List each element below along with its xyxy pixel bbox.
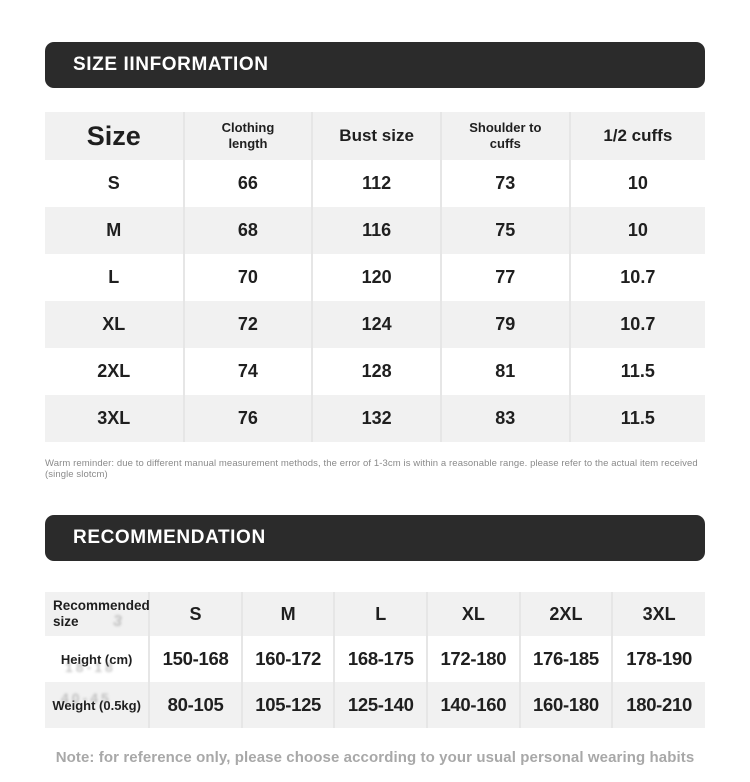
measurement-value: 75 <box>439 207 570 254</box>
recommendation-header-row: Recommended size 3 S M L XL 2XL 3XL <box>45 592 705 636</box>
size-label: 2XL <box>97 361 131 381</box>
col-header-2xl: 2XL <box>518 592 613 636</box>
size-label: S <box>107 173 120 193</box>
recommendation-title: RECOMMENDATION <box>73 527 266 548</box>
size-information-title: SIZE IINFORMATION <box>73 54 269 75</box>
measurement-value: 77 <box>439 254 570 301</box>
size-row-s: S 66 112 73 10 <box>45 160 705 207</box>
size-row-l: L 70 120 77 10.7 <box>45 254 705 301</box>
weight-range: 180-210 <box>611 682 705 728</box>
weight-range: 105-125 <box>240 682 335 728</box>
col-header-clothing-length: Clothing length <box>182 112 313 160</box>
measurement-value: 72 <box>182 301 313 348</box>
measurement-value: 120 <box>311 254 441 301</box>
weight-range: 125-140 <box>333 682 428 728</box>
height-range: 160-172 <box>240 636 335 682</box>
size-label: 3XL <box>97 408 131 428</box>
size-row-xl: XL 72 124 79 10.7 <box>45 301 705 348</box>
measurement-value: 79 <box>439 301 570 348</box>
measurement-value: 10.7 <box>568 254 705 301</box>
measurement-value: 10 <box>568 207 705 254</box>
measurement-value: 112 <box>311 160 441 207</box>
size-label: L <box>108 267 120 287</box>
size-information-header-bar: SIZE IINFORMATION <box>45 42 705 88</box>
col-header-l: L <box>333 592 428 636</box>
measurement-value: 74 <box>182 348 313 395</box>
measurement-value: 83 <box>439 395 570 442</box>
weight-label: Weight (0.5kg) 40-45 <box>52 690 141 713</box>
height-range: 176-185 <box>518 636 613 682</box>
weight-range: 160-180 <box>518 682 613 728</box>
col-header-shoulder-to-cuffs: Shoulder to cuffs <box>439 112 570 160</box>
height-row: Height (cm) 18-18 150-168 160-172 168-17… <box>45 636 705 682</box>
height-range: 168-175 <box>333 636 428 682</box>
weight-range: 80-105 <box>148 682 242 728</box>
measurement-value: 124 <box>311 301 441 348</box>
measurement-value: 10.7 <box>568 301 705 348</box>
size-row-2xl: 2XL 74 128 81 11.5 <box>45 348 705 395</box>
size-row-3xl: 3XL 76 132 83 11.5 <box>45 395 705 442</box>
col-header-m: M <box>240 592 335 636</box>
height-range: 172-180 <box>426 636 520 682</box>
weight-row: Weight (0.5kg) 40-45 80-105 105-125 125-… <box>45 682 705 728</box>
measurement-value: 11.5 <box>568 348 705 395</box>
size-label: M <box>106 220 122 240</box>
height-range: 178-190 <box>611 636 705 682</box>
measurement-value: 81 <box>439 348 570 395</box>
recommendation-header-bar: RECOMMENDATION <box>45 515 705 561</box>
size-chart-page: SIZE IINFORMATION Size Clothing length B… <box>45 42 705 766</box>
measurement-value: 11.5 <box>568 395 705 442</box>
height-range: 150-168 <box>148 636 242 682</box>
warm-reminder-text: Warm reminder: due to different manual m… <box>45 458 698 480</box>
col-header-size: Size <box>86 120 141 151</box>
measurement-value: 132 <box>311 395 441 442</box>
recommendation-table: Recommended size 3 S M L XL 2XL 3XL Heig… <box>45 592 705 728</box>
measurement-value: 128 <box>311 348 441 395</box>
col-header-half-cuffs: 1/2 cuffs <box>568 112 705 160</box>
size-table-header-row: Size Clothing length Bust size Shoulder … <box>45 112 705 160</box>
col-header-s: S <box>148 592 242 636</box>
height-label: Height (cm) 18-18 <box>60 651 133 676</box>
measurement-value: 70 <box>182 254 313 301</box>
measurement-value: 66 <box>182 160 313 207</box>
size-row-m: M 68 116 75 10 <box>45 207 705 254</box>
footer-note: Note: for reference only, please choose … <box>55 749 695 766</box>
measurement-value: 116 <box>311 207 441 254</box>
weight-range: 140-160 <box>426 682 520 728</box>
size-label: XL <box>102 314 126 334</box>
corner-label-recommended-size: Recommended size 3 <box>53 598 150 631</box>
measurement-value: 10 <box>568 160 705 207</box>
measurement-value: 68 <box>182 207 313 254</box>
col-header-3xl: 3XL <box>611 592 705 636</box>
col-header-xl: XL <box>426 592 520 636</box>
size-measurements-table: Size Clothing length Bust size Shoulder … <box>45 112 705 442</box>
col-header-bust-size: Bust size <box>311 112 441 160</box>
measurement-value: 76 <box>182 395 313 442</box>
measurement-value: 73 <box>439 160 570 207</box>
